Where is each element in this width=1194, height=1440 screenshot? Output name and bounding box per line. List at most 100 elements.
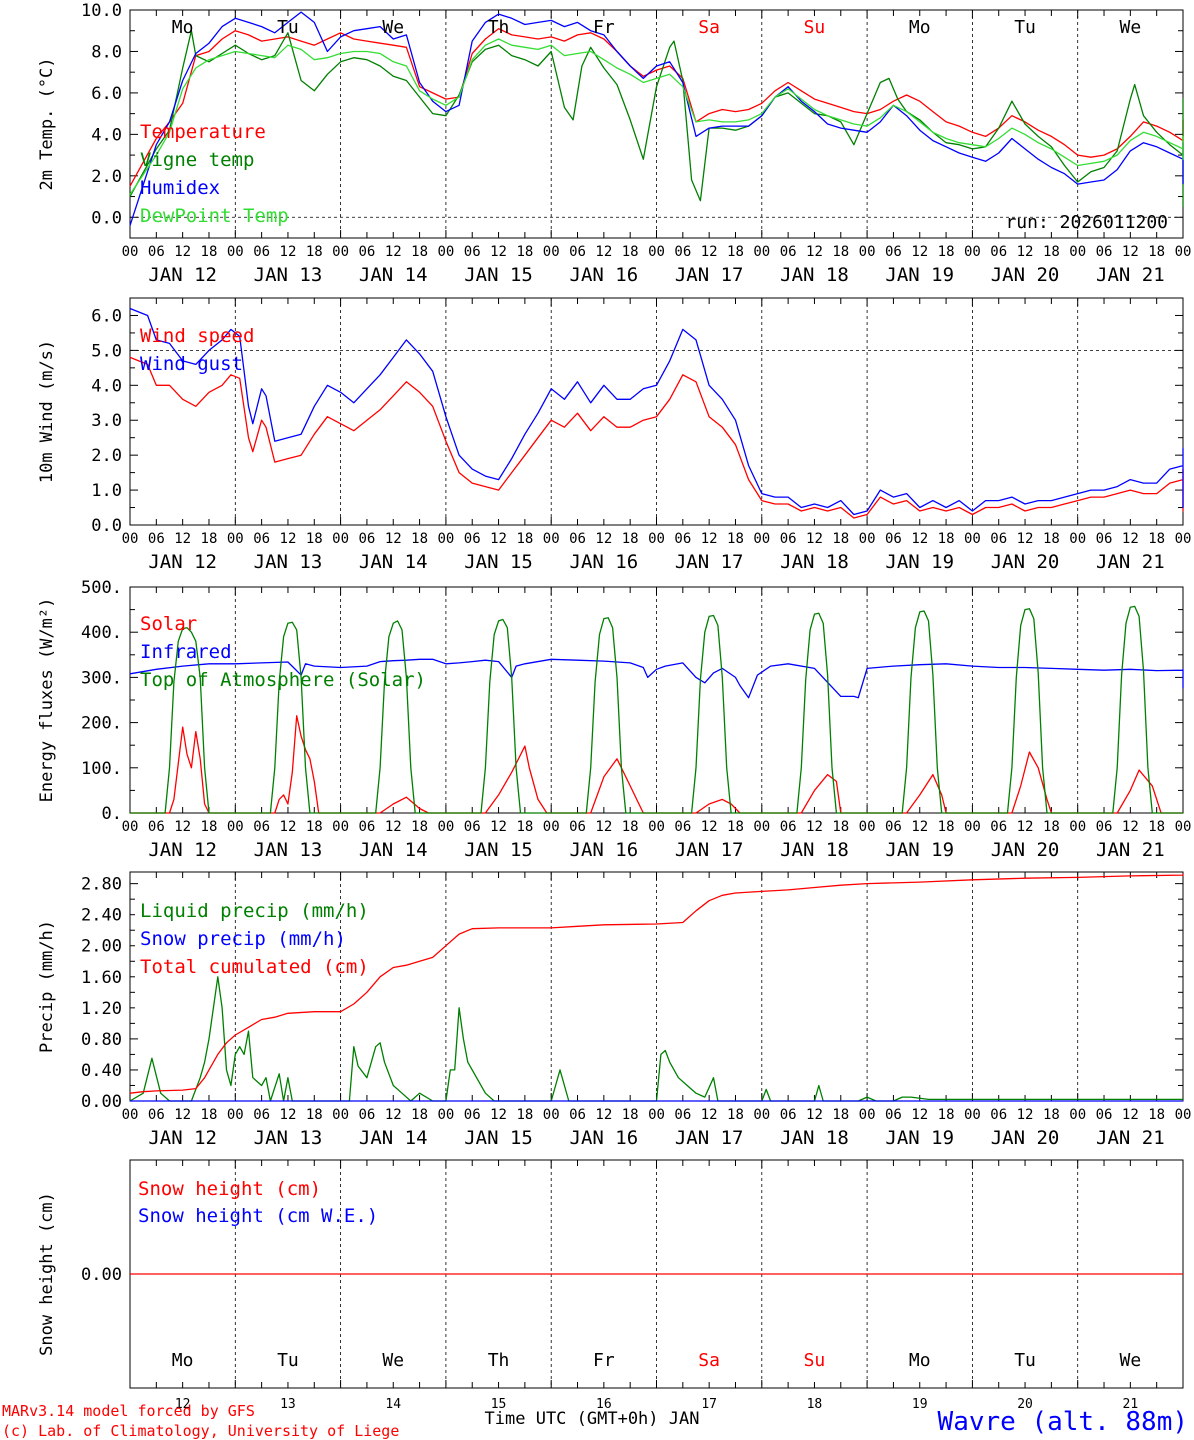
legend-entry: Liquid precip (mm/h) — [140, 900, 369, 922]
hour-label: 12 — [385, 531, 402, 547]
date-label: JAN 14 — [359, 264, 428, 286]
series-humidex — [129, 11, 1184, 226]
hour-label: 06 — [358, 244, 375, 260]
hour-label: 00 — [1069, 244, 1086, 260]
hour-label: 00 — [1069, 819, 1086, 835]
hour-label: 00 — [437, 1107, 454, 1123]
y-axis-label: 10m Wind (m/s) — [37, 340, 57, 483]
hour-label: 18 — [201, 531, 218, 547]
series-liquid-precip-mm-h- — [129, 976, 1183, 1102]
day-label: Su — [804, 1350, 826, 1371]
hour-label: 18 — [411, 244, 428, 260]
hour-label: 06 — [885, 244, 902, 260]
date-label: JAN 18 — [780, 1127, 849, 1149]
hour-label: 06 — [148, 1107, 165, 1123]
day-label: We — [382, 1350, 404, 1371]
hour-label: 18 — [622, 531, 639, 547]
hour-label: 18 — [516, 1107, 533, 1123]
date-label: JAN 20 — [991, 264, 1060, 286]
legend-entry: Wind gust — [140, 353, 243, 375]
hour-label: 06 — [569, 531, 586, 547]
y-tick-label: 0.00 — [81, 1265, 122, 1285]
series-temperature — [129, 28, 1184, 187]
hour-label: 06 — [674, 1107, 691, 1123]
run-label: run: 2026011200 — [1005, 212, 1168, 233]
hour-label: 12 — [701, 1107, 718, 1123]
date-label: JAN 18 — [780, 551, 849, 573]
hour-label: 18 — [832, 1107, 849, 1123]
hour-label: 06 — [148, 531, 165, 547]
date-label: JAN 15 — [464, 1127, 533, 1149]
series-top-of-atmosphere-solar- — [130, 605, 1183, 814]
date-label: JAN 21 — [1096, 1127, 1165, 1149]
panel-precip: 0.00 0.40 0.80 1.20 1.60 2.00 2.40 2.80 Precip (… — [37, 871, 1191, 1149]
hour-label: 00 — [543, 819, 560, 835]
hour-label: 12 — [595, 244, 612, 260]
hour-label: 12 — [1017, 1107, 1034, 1123]
hour-label: 18 — [516, 531, 533, 547]
day-label: Th — [488, 1350, 510, 1371]
day-label: Sa — [698, 1350, 720, 1371]
hour-label: 00 — [648, 819, 665, 835]
legend-entry: Top of Atmosphere (Solar) — [140, 669, 426, 691]
hour-label: 18 — [306, 244, 323, 260]
hour-label: 12 — [385, 819, 402, 835]
hour-label: 00 — [648, 244, 665, 260]
hour-label: 06 — [885, 819, 902, 835]
hour-label: 00 — [543, 531, 560, 547]
hour-label: 12 — [911, 1107, 928, 1123]
panel-energy: 0. 100. 200. 300. 400. 500. Energy fluxes (W/m… — [37, 578, 1191, 861]
date-label: JAN 16 — [570, 551, 639, 573]
hour-label: 06 — [780, 1107, 797, 1123]
hour-label: 18 — [727, 531, 744, 547]
hour-label: 18 — [832, 244, 849, 260]
date-label: JAN 21 — [1096, 551, 1165, 573]
location-label: Wavre (alt. 88m) — [938, 1407, 1188, 1437]
hour-label: 18 — [1148, 531, 1165, 547]
date-label: JAN 20 — [991, 1127, 1060, 1149]
hour-label: 06 — [990, 244, 1007, 260]
hour-label: 12 — [1017, 819, 1034, 835]
hour-label: 00 — [227, 531, 244, 547]
hour-label: 12 — [490, 1107, 507, 1123]
legend-entry: Snow precip (mm/h) — [140, 928, 346, 950]
hour-label: 18 — [1043, 531, 1060, 547]
hour-label: 00 — [964, 531, 981, 547]
day-label: Tu — [1014, 1350, 1036, 1371]
hour-label: 18 — [832, 819, 849, 835]
hour-label: 18 — [201, 244, 218, 260]
y-tick-label: 0.0 — [91, 516, 122, 536]
day-label: Mo — [909, 1350, 931, 1371]
y-axis-label: 2m Temp. (°C) — [37, 57, 57, 190]
day-label: Su — [804, 17, 826, 38]
hour-label: 00 — [1175, 531, 1192, 547]
series-vigne-temp — [129, 30, 1184, 207]
y-tick-label: 2.80 — [81, 875, 122, 895]
y-tick-label: 6.0 — [91, 306, 122, 326]
day-label: We — [382, 17, 404, 38]
hour-label: 06 — [885, 1107, 902, 1123]
hour-label: 00 — [332, 1107, 349, 1123]
hour-label: 06 — [674, 244, 691, 260]
hour-label: 06 — [464, 531, 481, 547]
date-label: JAN 13 — [254, 264, 323, 286]
legend-entry: Temperature — [140, 121, 266, 143]
hour-label: 12 — [806, 531, 823, 547]
hour-label: 00 — [648, 531, 665, 547]
hour-label: 00 — [122, 819, 139, 835]
hour-label: 18 — [727, 1107, 744, 1123]
hour-label: 12 — [1017, 531, 1034, 547]
hour-label: 18 — [832, 531, 849, 547]
hour-label: 00 — [753, 1107, 770, 1123]
hour-label: 06 — [358, 819, 375, 835]
hour-label: 06 — [674, 531, 691, 547]
hour-label: 00 — [332, 819, 349, 835]
hour-label: 00 — [227, 1107, 244, 1123]
hour-label: 06 — [569, 244, 586, 260]
hour-label: 00 — [437, 531, 454, 547]
series-dewpoint-temp — [129, 38, 1184, 195]
hour-label: 12 — [701, 819, 718, 835]
y-axis-label: Energy fluxes (W/m²) — [37, 598, 57, 803]
date-label: JAN 17 — [675, 1127, 744, 1149]
hour-label: 18 — [201, 1107, 218, 1123]
